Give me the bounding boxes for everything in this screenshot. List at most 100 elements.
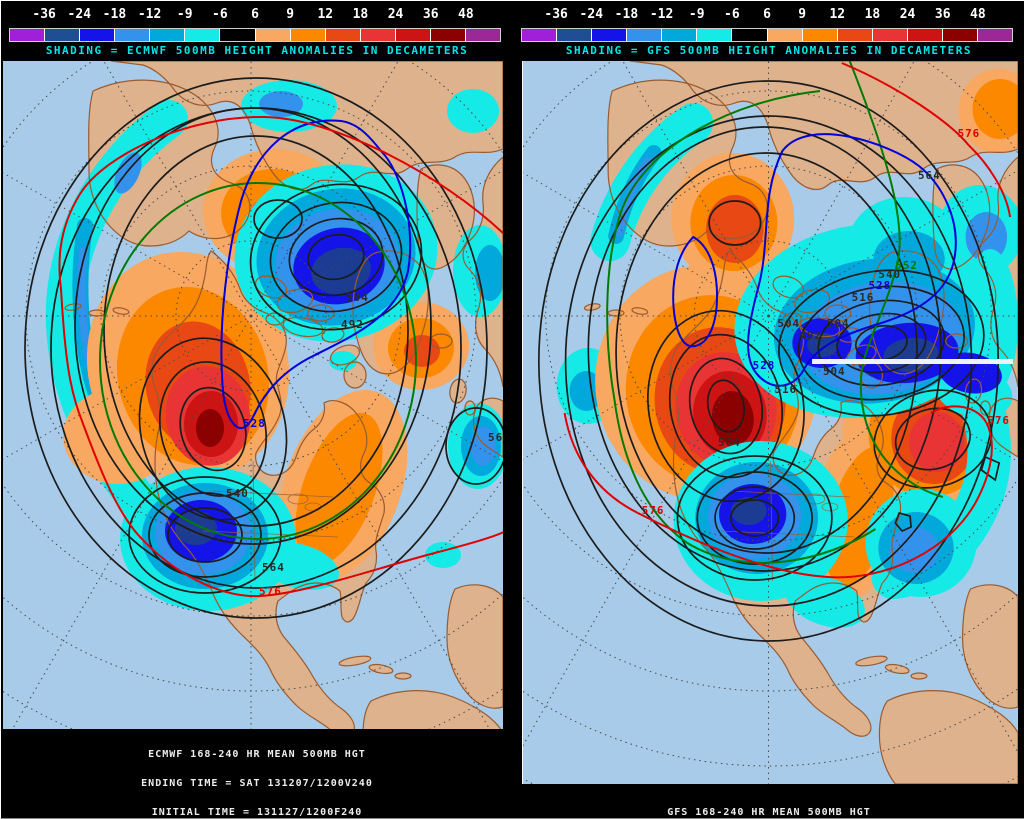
- anomaly-colorbar: [521, 28, 1013, 42]
- contour-label: 564: [918, 169, 941, 182]
- colorbar-tick-label: -36: [32, 7, 56, 22]
- contour-labels: 504 492 528 540 564 576 564: [226, 291, 503, 598]
- contour-label: 528: [243, 417, 266, 430]
- contour-label: 576: [642, 504, 665, 517]
- colorbar-segment: [220, 29, 256, 41]
- colorbar-segment: [45, 29, 81, 41]
- colorbar-tick-label: -6: [724, 7, 740, 22]
- colorbar-segment: [80, 29, 116, 41]
- contour-label: 576: [958, 127, 981, 140]
- colorbar-tick-label: -24: [579, 7, 604, 22]
- contour-label: 552: [895, 259, 918, 272]
- panel-title: SHADING = GFS 500MB HEIGHT ANOMALIES IN …: [565, 44, 973, 57]
- colorbar-segment: [185, 29, 221, 41]
- map-captions: ECMWF 168-240 HR MEAN 500MB HGT ENDING T…: [1, 731, 513, 818]
- colorbar-tick-label: -12: [649, 7, 674, 22]
- colorbar-tick-label: 18: [352, 7, 369, 22]
- anomaly-colorbar: [9, 28, 501, 42]
- colorbar-tick-label: 36: [422, 7, 439, 22]
- colorbar-tick-label: 48: [458, 7, 474, 22]
- colorbar-tick-label: 36: [934, 7, 951, 22]
- panel-gfs: -36 -24 -18 -12 -9 -6 6 9 12 18 24 36 48 SHADING = G…: [513, 1, 1024, 819]
- contour-label: 492: [341, 318, 364, 331]
- colorbar-segment: [115, 29, 151, 41]
- contour-label: 564: [488, 431, 503, 444]
- colorbar-tick-label: -24: [67, 7, 92, 22]
- colorbar-segment: [907, 29, 943, 41]
- colorbar-segment: [592, 29, 628, 41]
- anomaly-shading: [556, 69, 1018, 628]
- colorbar-segment: [290, 29, 326, 41]
- contour-label: 564: [262, 561, 285, 574]
- colorbar-segment: [395, 29, 431, 41]
- contour-label: 528: [753, 359, 776, 372]
- colorbar-tick-label: 18: [864, 7, 881, 22]
- colorbar-segment: [662, 29, 698, 41]
- colorbar-segment: [466, 29, 501, 41]
- colorbar-tick-labels: -36 -24 -18 -12 -9 -6 6 9 12 18 24 36 48: [9, 7, 501, 25]
- colorbar-tick-label: -18: [614, 7, 639, 22]
- colorbar-segment: [802, 29, 838, 41]
- graticule: [3, 61, 503, 729]
- contour-label: 504: [777, 317, 800, 330]
- colorbar-segment: [557, 29, 593, 41]
- contour-label: 504: [827, 317, 850, 330]
- contour-label: 516: [774, 383, 797, 396]
- colorbar-segment: [325, 29, 361, 41]
- colorbar-segment: [942, 29, 979, 41]
- caption-line: ENDING TIME = SAT 131207/1200V240: [141, 777, 373, 789]
- contour-label: 528: [869, 279, 892, 292]
- missing-data-stripe: [812, 359, 1014, 364]
- colorbar-segment: [255, 29, 291, 41]
- panel-title: SHADING = ECMWF 500MB HEIGHT ANOMALIES I…: [45, 44, 469, 57]
- colorbar-tick-label: 12: [317, 7, 334, 22]
- panel-ecmwf: -36 -24 -18 -12 -9 -6 6 9 12 18 24 36 48 SHADING = E…: [1, 1, 513, 818]
- colorbar-tick-label: 6: [251, 7, 259, 22]
- colorbar-tick-label: 48: [970, 7, 986, 22]
- colorbar-tick-label: 9: [798, 7, 807, 22]
- contour-label: 540: [878, 268, 901, 281]
- colorbar-segment: [10, 29, 46, 41]
- colorbar-tick-label: 9: [286, 7, 295, 22]
- colorbar-tick-label: -6: [212, 7, 228, 22]
- colorbar-tick-labels: -36 -24 -18 -12 -9 -6 6 9 12 18 24 36 48: [521, 7, 1013, 25]
- colorbar-segment: [430, 29, 467, 41]
- ecmwf-map: 504 492 528 540 564 576 564: [3, 61, 503, 729]
- colorbar-tick-label: -9: [688, 7, 705, 22]
- contour-label: 504: [346, 291, 369, 304]
- caption-line: GFS 168-240 HR MEAN 500MB HGT: [667, 807, 871, 819]
- contour-label: 564: [718, 436, 741, 449]
- colorbar-tick-label: 24: [899, 7, 916, 22]
- caption-line: ECMWF 168-240 HR MEAN 500MB HGT: [148, 749, 366, 761]
- colorbar-segment: [732, 29, 768, 41]
- colorbar-segment: [150, 29, 186, 41]
- colorbar-segment: [522, 29, 558, 41]
- contour-label: 516: [852, 291, 875, 304]
- contour-label: 540: [226, 487, 249, 500]
- colorbar-segment: [697, 29, 733, 41]
- colorbar-tick-label: 6: [763, 7, 771, 22]
- colorbar-segment: [978, 29, 1013, 41]
- colorbar-segment: [360, 29, 396, 41]
- height-contours: [537, 61, 1012, 642]
- colorbar-segment: [872, 29, 908, 41]
- colorbar-tick-label: 12: [829, 7, 846, 22]
- colorbar-segment: [767, 29, 803, 41]
- colorbar-segment: [627, 29, 663, 41]
- height-contours: [24, 77, 503, 619]
- colorbar-tick-label: -9: [176, 7, 193, 22]
- colorbar-tick-label: -18: [102, 7, 127, 22]
- colorbar-tick-label: -36: [544, 7, 568, 22]
- colorbar-tick-label: 24: [387, 7, 404, 22]
- colorbar-segment: [837, 29, 873, 41]
- contour-label: 576: [259, 585, 282, 598]
- contour-label: 576: [987, 414, 1010, 427]
- caption-line: INITIAL TIME = 131127/1200F240: [151, 806, 363, 818]
- map-captions: GFS 168-240 HR MEAN 500MB HGT: [513, 789, 1024, 819]
- colorbar-tick-label: -12: [137, 7, 162, 22]
- contour-label: 504: [823, 365, 846, 378]
- contour-label: 492: [799, 329, 822, 342]
